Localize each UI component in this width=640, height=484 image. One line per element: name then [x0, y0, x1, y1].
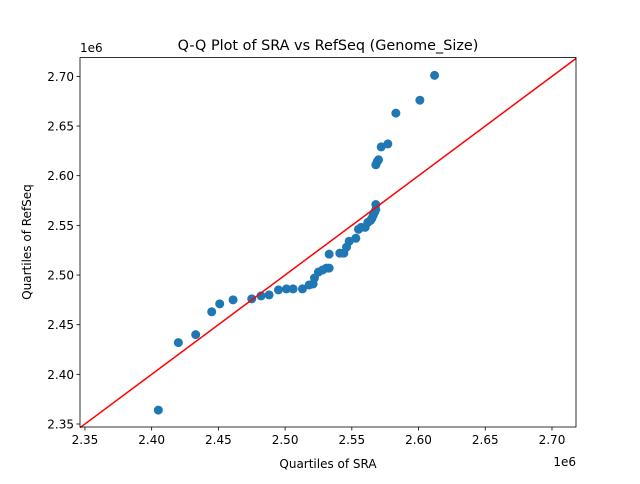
data-point [383, 139, 393, 149]
x-tick-label: 2.70 [539, 433, 566, 447]
data-point [207, 307, 217, 317]
y-tick-label: 2.55 [47, 219, 74, 233]
x-axis-label: Quartiles of SRA [279, 457, 377, 471]
y-tick-label: 2.40 [47, 368, 74, 382]
chart-title: Q-Q Plot of SRA vs RefSeq (Genome_Size) [178, 38, 479, 54]
x-tick-label: 2.40 [138, 433, 165, 447]
x-offset-label: 1e6 [553, 455, 576, 469]
data-point [371, 200, 381, 210]
x-tick-label: 2.55 [338, 433, 365, 447]
plot-frame [79, 57, 577, 428]
data-point [215, 299, 225, 309]
data-point [288, 284, 298, 294]
data-point [256, 291, 266, 301]
data-point [191, 330, 201, 340]
data-point [324, 263, 334, 273]
y-tick-label: 2.65 [47, 120, 74, 134]
data-point [273, 285, 283, 295]
y-axis-label: Quartiles of RefSeq [20, 184, 34, 300]
y-tick-label: 2.45 [47, 318, 74, 332]
data-point [430, 70, 440, 80]
data-point [281, 284, 291, 294]
x-tick-label: 2.65 [472, 433, 499, 447]
data-point [228, 295, 238, 305]
x-tick-label: 2.50 [272, 433, 299, 447]
y-tick-label: 2.50 [47, 269, 74, 283]
data-point [264, 290, 274, 300]
data-point [391, 108, 401, 118]
x-tick-label: 2.35 [72, 433, 99, 447]
y-tick-label: 2.35 [47, 418, 74, 432]
y-tick-label: 2.60 [47, 169, 74, 183]
reference-line [79, 57, 577, 429]
y-tick-label: 2.70 [47, 70, 74, 84]
x-tick-label: 2.45 [205, 433, 232, 447]
data-point [415, 95, 425, 105]
data-point [374, 155, 384, 165]
data-point [153, 405, 163, 415]
data-point [173, 338, 183, 348]
data-point [297, 284, 307, 294]
x-tick-label: 2.60 [405, 433, 432, 447]
data-point [324, 249, 334, 259]
data-point [351, 233, 361, 243]
y-offset-label: 1e6 [80, 41, 103, 55]
